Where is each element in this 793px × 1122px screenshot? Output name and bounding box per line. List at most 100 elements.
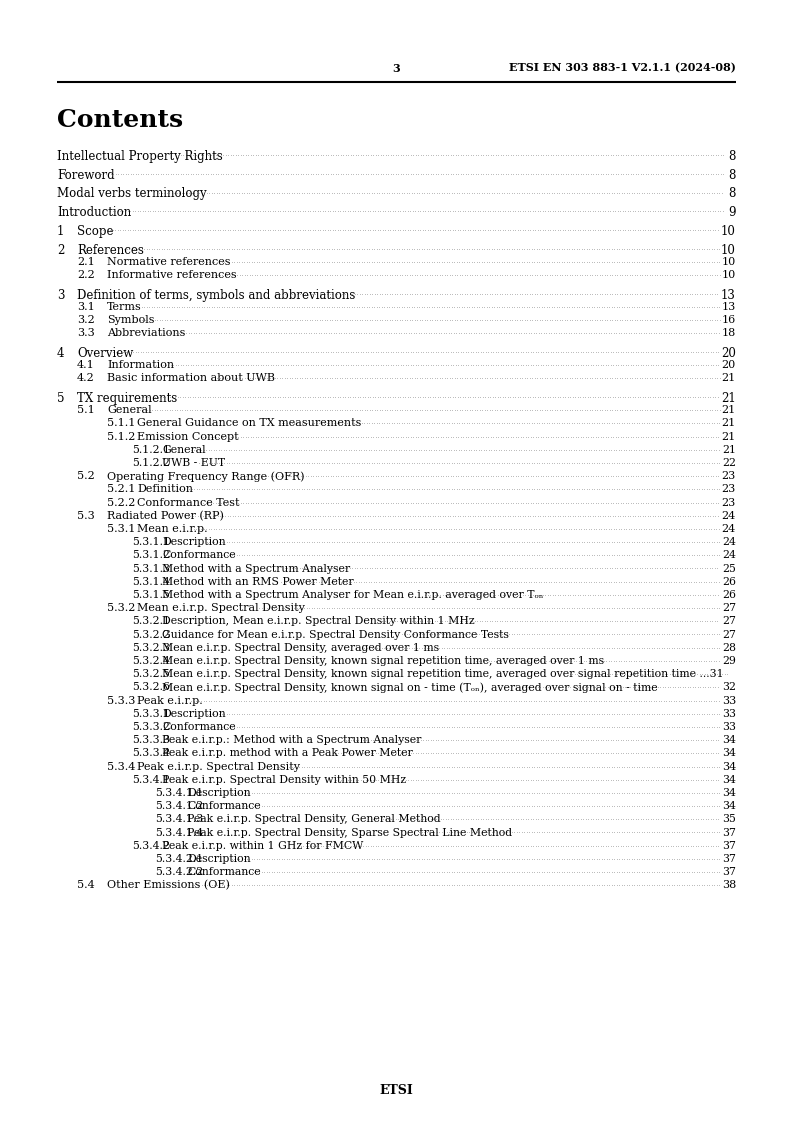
Text: 22: 22	[722, 458, 736, 468]
Text: Mean e.i.r.p. Spectral Density, known signal repetition time, averaged over sign: Mean e.i.r.p. Spectral Density, known si…	[162, 669, 724, 679]
Text: 24: 24	[722, 524, 736, 534]
Text: Conformance: Conformance	[187, 867, 261, 877]
Text: Description, Mean e.i.r.p. Spectral Density within 1 MHz: Description, Mean e.i.r.p. Spectral Dens…	[162, 616, 475, 626]
Text: Peak e.i.r.p. method with a Peak Power Meter: Peak e.i.r.p. method with a Peak Power M…	[162, 748, 412, 758]
Text: 20: 20	[721, 347, 736, 360]
Text: Foreword: Foreword	[57, 168, 115, 182]
Text: 26: 26	[722, 590, 736, 600]
Text: 13: 13	[722, 302, 736, 312]
Text: ETSI EN 303 883-1 V2.1.1 (2024-08): ETSI EN 303 883-1 V2.1.1 (2024-08)	[509, 63, 736, 74]
Text: 5.3.3.1: 5.3.3.1	[132, 709, 170, 719]
Text: Information: Information	[107, 360, 174, 370]
Text: 5.3.2.2: 5.3.2.2	[132, 629, 170, 640]
Text: Introduction: Introduction	[57, 206, 132, 219]
Text: 5.1.2.1: 5.1.2.1	[132, 444, 170, 454]
Text: 27: 27	[722, 629, 736, 640]
Text: Informative references: Informative references	[107, 270, 236, 279]
Text: 23: 23	[722, 485, 736, 495]
Text: 34: 34	[722, 775, 736, 784]
Text: Normative references: Normative references	[107, 257, 231, 267]
Text: 34: 34	[722, 801, 736, 811]
Text: 5.1: 5.1	[77, 405, 94, 415]
Text: Modal verbs terminology: Modal verbs terminology	[57, 187, 207, 201]
Text: 24: 24	[722, 537, 736, 548]
Text: 2: 2	[57, 243, 64, 257]
Text: 5.3.2.3: 5.3.2.3	[132, 643, 170, 653]
Text: 5.3.4.2.1: 5.3.4.2.1	[155, 854, 203, 864]
Text: 32: 32	[722, 682, 736, 692]
Text: Overview: Overview	[77, 347, 133, 360]
Text: 5.3.2.1: 5.3.2.1	[132, 616, 170, 626]
Text: Method with a Spectrum Analyser for Mean e.i.r.p. averaged over Tₒₙ: Method with a Spectrum Analyser for Mean…	[162, 590, 543, 600]
Text: 5.3.1: 5.3.1	[107, 524, 136, 534]
Text: Symbols: Symbols	[107, 315, 155, 325]
Text: 23: 23	[722, 471, 736, 481]
Text: Conformance Test: Conformance Test	[137, 497, 239, 507]
Text: Description: Description	[162, 709, 226, 719]
Text: 8: 8	[729, 150, 736, 163]
Text: 5.3.3.3: 5.3.3.3	[132, 735, 170, 745]
Text: Definition of terms, symbols and abbreviations: Definition of terms, symbols and abbrevi…	[77, 288, 355, 302]
Text: Scope: Scope	[77, 224, 113, 238]
Text: 21: 21	[722, 405, 736, 415]
Text: 5.3.1.2: 5.3.1.2	[132, 551, 170, 560]
Text: 5: 5	[57, 392, 64, 405]
Text: 5.3.4.1: 5.3.4.1	[132, 775, 170, 784]
Text: 5.1.1: 5.1.1	[107, 419, 136, 429]
Text: Peak e.i.r.p. Spectral Density, General Method: Peak e.i.r.p. Spectral Density, General …	[187, 815, 441, 825]
Text: 5.3.4.1.4: 5.3.4.1.4	[155, 828, 203, 838]
Text: 26: 26	[722, 577, 736, 587]
Text: 34: 34	[722, 735, 736, 745]
Text: Guidance for Mean e.i.r.p. Spectral Density Conformance Tests: Guidance for Mean e.i.r.p. Spectral Dens…	[162, 629, 509, 640]
Text: Method with a Spectrum Analyser: Method with a Spectrum Analyser	[162, 563, 351, 573]
Text: Peak e.i.r.p. within 1 GHz for FMCW: Peak e.i.r.p. within 1 GHz for FMCW	[162, 840, 363, 850]
Text: General Guidance on TX measurements: General Guidance on TX measurements	[137, 419, 362, 429]
Text: 5.3.4.1.3: 5.3.4.1.3	[155, 815, 203, 825]
Text: Peak e.i.r.p. Spectral Density within 50 MHz: Peak e.i.r.p. Spectral Density within 50…	[162, 775, 406, 784]
Text: Peak e.i.r.p.: Method with a Spectrum Analyser: Peak e.i.r.p.: Method with a Spectrum An…	[162, 735, 421, 745]
Text: Radiated Power (RP): Radiated Power (RP)	[107, 511, 224, 521]
Text: Operating Frequency Range (OFR): Operating Frequency Range (OFR)	[107, 471, 305, 481]
Text: 13: 13	[721, 288, 736, 302]
Text: Description: Description	[187, 788, 251, 798]
Text: 5.3: 5.3	[77, 511, 94, 521]
Text: 35: 35	[722, 815, 736, 825]
Text: Contents: Contents	[57, 108, 183, 132]
Text: 5.3.1.1: 5.3.1.1	[132, 537, 170, 548]
Text: 10: 10	[721, 243, 736, 257]
Text: 20: 20	[722, 360, 736, 370]
Text: 25: 25	[722, 563, 736, 573]
Text: 5.3.3: 5.3.3	[107, 696, 136, 706]
Text: Peak e.i.r.p. Spectral Density: Peak e.i.r.p. Spectral Density	[137, 762, 300, 772]
Text: 1: 1	[57, 224, 64, 238]
Text: 5.3.2.4: 5.3.2.4	[132, 656, 170, 666]
Text: 21: 21	[722, 419, 736, 429]
Text: Emission Concept: Emission Concept	[137, 432, 239, 442]
Text: 5.2.1: 5.2.1	[107, 485, 136, 495]
Text: 37: 37	[722, 828, 736, 838]
Text: 5.3.2: 5.3.2	[107, 604, 136, 614]
Text: 27: 27	[722, 616, 736, 626]
Text: 37: 37	[722, 854, 736, 864]
Text: 16: 16	[722, 315, 736, 325]
Text: 4.1: 4.1	[77, 360, 94, 370]
Text: 3: 3	[393, 63, 400, 74]
Text: 37: 37	[722, 840, 736, 850]
Text: 34: 34	[722, 762, 736, 772]
Text: Peak e.i.r.p. Spectral Density, Sparse Spectral Line Method: Peak e.i.r.p. Spectral Density, Sparse S…	[187, 828, 512, 838]
Text: Description: Description	[187, 854, 251, 864]
Text: 3.1: 3.1	[77, 302, 94, 312]
Text: Mean e.i.r.p. Spectral Density, known signal repetition time, averaged over 1 ms: Mean e.i.r.p. Spectral Density, known si…	[162, 656, 604, 666]
Text: 33: 33	[722, 696, 736, 706]
Text: 3.3: 3.3	[77, 329, 94, 338]
Text: 10: 10	[721, 224, 736, 238]
Text: Basic information about UWB: Basic information about UWB	[107, 374, 275, 384]
Text: 5.3.4.2: 5.3.4.2	[132, 840, 170, 850]
Text: 21: 21	[722, 392, 736, 405]
Text: 4: 4	[57, 347, 64, 360]
Text: 5.3.4.1.1: 5.3.4.1.1	[155, 788, 203, 798]
Text: Peak e.i.r.p.: Peak e.i.r.p.	[137, 696, 203, 706]
Text: 5.3.3.2: 5.3.3.2	[132, 721, 170, 732]
Text: 33: 33	[722, 709, 736, 719]
Text: 21: 21	[722, 432, 736, 442]
